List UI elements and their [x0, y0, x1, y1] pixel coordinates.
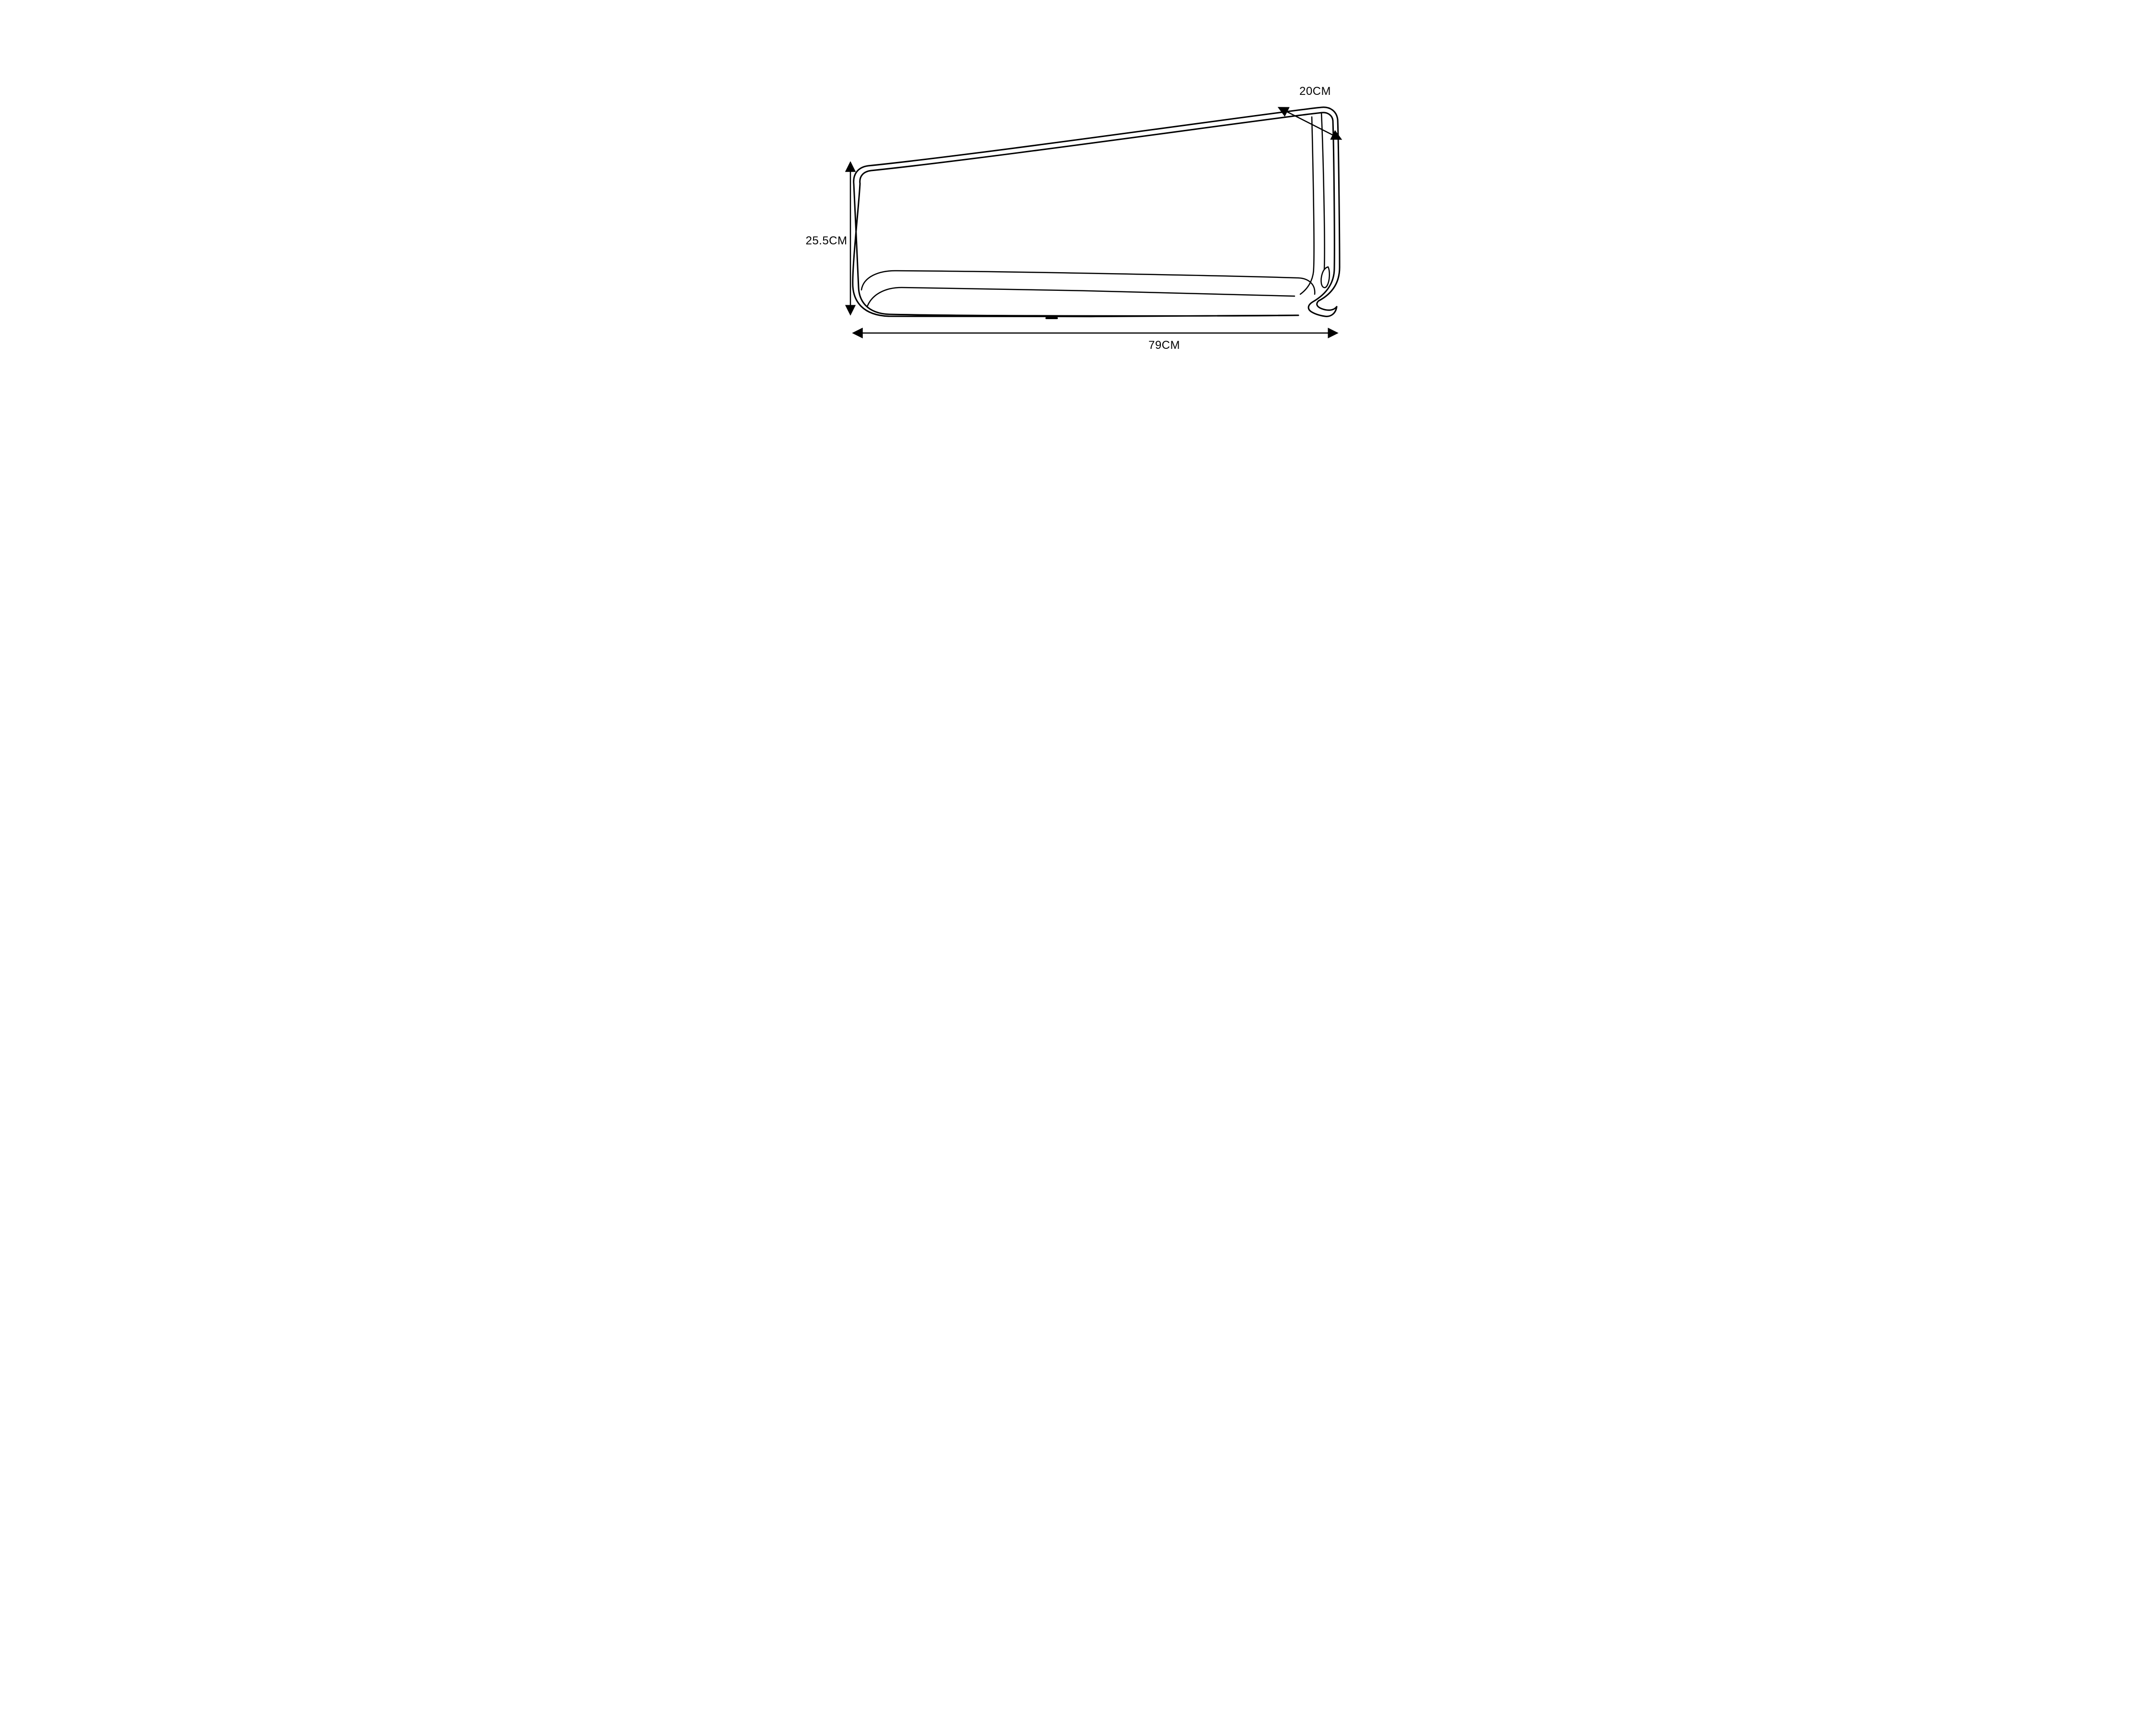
- ac-unit-outline: [853, 107, 1340, 318]
- height-dimension: 25.5CM: [805, 163, 850, 314]
- dimension-diagram: 25.5CM 79CM 20CM: [791, 0, 1365, 460]
- diagram-svg: 25.5CM 79CM 20CM: [791, 0, 1365, 460]
- width-dimension: 79CM: [854, 333, 1337, 352]
- width-label: 79CM: [1148, 339, 1180, 352]
- depth-label: 20CM: [1299, 85, 1331, 98]
- depth-dimension: 20CM: [1279, 85, 1341, 139]
- height-label: 25.5CM: [805, 234, 847, 247]
